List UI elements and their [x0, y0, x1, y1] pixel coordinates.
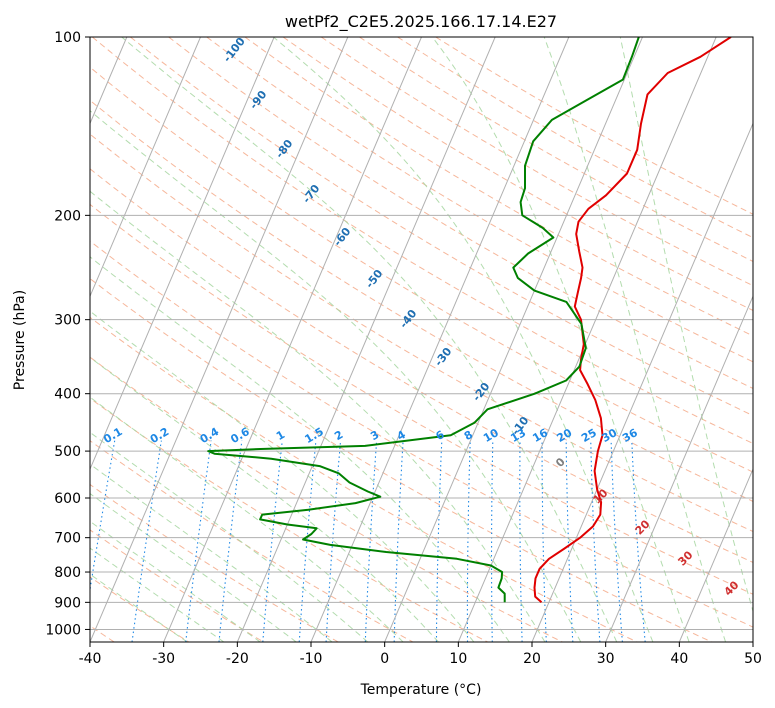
x-tick-label: -20	[226, 651, 249, 667]
mixing-ratio-line	[519, 440, 523, 642]
isotherm-line	[678, 467, 753, 642]
x-tick-label: -10	[300, 651, 323, 667]
mixing-ratio-line	[131, 440, 162, 642]
mixing-ratio-line	[435, 440, 443, 642]
dry-adiabat-line	[90, 203, 753, 595]
dry-adiabat-line	[90, 99, 753, 502]
dry-adiabat-line	[90, 240, 753, 628]
y-tick-label: 500	[54, 444, 81, 460]
moist-adiabat-line	[90, 356, 439, 642]
y-tick-label: 100	[54, 30, 81, 46]
chart-title: wetPf2_C2E5.2025.166.17.14.E27	[285, 12, 557, 32]
plot-frame	[89, 36, 754, 643]
isotherm-line	[384, 37, 643, 642]
mixing-ratio-line	[218, 440, 243, 642]
dry-adiabat-line	[90, 397, 488, 642]
dry-adiabat-line	[90, 356, 563, 642]
mixing-ratio-line	[541, 440, 547, 642]
x-tick-label: 0	[380, 651, 389, 667]
moist-adiabat-line	[121, 37, 618, 642]
isotherm-line	[163, 37, 422, 642]
x-tick-label: 10	[449, 651, 467, 667]
isotherm-line	[457, 37, 717, 642]
dry-adiabat-line	[90, 278, 712, 642]
isotherm-line	[90, 37, 349, 642]
moist-adiabat-line	[90, 256, 510, 642]
isotherm-line	[90, 37, 201, 298]
isotherm-line	[752, 640, 753, 642]
x-axis-title: Temperature (°C)	[360, 682, 482, 698]
moist-adiabat-line	[90, 310, 475, 642]
y-tick-label: 1000	[45, 622, 81, 638]
isotherm-line	[310, 37, 570, 642]
y-tick-label: 900	[54, 595, 81, 611]
moist-adiabat-line	[90, 463, 333, 642]
mixing-ratio-line	[490, 440, 494, 642]
x-tick-label: 40	[670, 651, 688, 667]
moist-adiabat-line	[619, 37, 753, 613]
mixing-ratio-line	[610, 440, 623, 642]
moist-adiabat-line	[90, 431, 369, 642]
y-tick-label: 400	[54, 387, 81, 403]
moist-adiabat-line	[273, 37, 654, 642]
plot-background	[90, 37, 753, 642]
mixing-ratio-line	[262, 440, 283, 642]
y-tick-label: 800	[54, 565, 81, 581]
y-tick-label: 300	[54, 313, 81, 329]
mixing-ratio-line	[393, 440, 404, 642]
y-axis-title: Pressure (hPa)	[12, 290, 28, 390]
dewpoint-profile-line	[207, 37, 640, 603]
x-tick-label: 50	[744, 651, 762, 667]
x-tick-label: -30	[152, 651, 175, 667]
moist-adiabat-line	[90, 547, 225, 642]
moist-adiabat-line	[431, 37, 690, 642]
mixing-ratio-line	[364, 440, 378, 642]
x-tick-label: 30	[597, 651, 615, 667]
mixing-ratio-line	[631, 440, 646, 642]
x-tick-label: 20	[523, 651, 541, 667]
y-tick-label: 700	[54, 531, 81, 547]
dry-adiabat-line	[90, 316, 638, 642]
isotherm-line	[605, 295, 753, 642]
mixing-ratio-line	[590, 440, 601, 642]
isotherm-line	[90, 37, 275, 471]
y-tick-label: 600	[54, 491, 81, 507]
mixing-ratio-line	[565, 440, 574, 642]
dry-adiabat-line	[90, 576, 190, 642]
moist-adiabat-line	[90, 493, 297, 642]
mixing-ratio-line	[185, 440, 212, 642]
moist-adiabat-line	[90, 520, 261, 642]
mixing-ratio-line	[325, 440, 342, 642]
y-tick-label: 200	[54, 208, 81, 224]
isotherm-line	[236, 37, 496, 642]
mixing-ratio-line	[298, 440, 317, 642]
moist-adiabat-line	[90, 396, 404, 642]
dry-adiabat-line	[90, 483, 339, 642]
moist-adiabat-line	[543, 37, 727, 642]
x-tick-label: -40	[79, 651, 102, 667]
moist-adiabat-line	[90, 573, 188, 642]
